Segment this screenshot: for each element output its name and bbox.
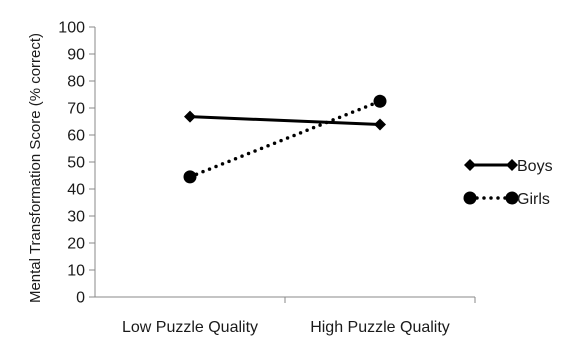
y-tick-label: 100 xyxy=(58,20,85,37)
axes xyxy=(95,27,475,303)
x-category-label: High Puzzle Quality xyxy=(310,319,450,336)
data-point-diamond xyxy=(464,159,476,171)
x-axis-labels: Low Puzzle Quality High Puzzle Quality xyxy=(122,319,450,336)
series-boys xyxy=(184,111,386,131)
data-point-diamond xyxy=(184,111,196,123)
data-point-circle xyxy=(464,192,477,205)
y-tick-label: 10 xyxy=(67,263,85,280)
legend-label: Boys xyxy=(517,158,553,175)
series-layer xyxy=(184,95,387,184)
series-line xyxy=(190,101,380,177)
data-point-circle xyxy=(184,170,197,183)
x-category-label: Low Puzzle Quality xyxy=(122,319,258,336)
y-tick-label: 40 xyxy=(67,182,85,199)
series-girls xyxy=(184,95,387,184)
y-tick-label: 30 xyxy=(67,209,85,226)
y-tick-label: 50 xyxy=(67,155,85,172)
y-tick-label: 20 xyxy=(67,236,85,253)
y-axis-ticks: 0 10 20 30 40 50 60 70 80 90 100 xyxy=(58,20,95,307)
y-axis-title: Mental Transformation Score (% correct) xyxy=(27,33,44,303)
legend-item-boys: Boys xyxy=(464,158,553,175)
data-point-circle xyxy=(374,95,387,108)
y-tick-label: 90 xyxy=(67,47,85,64)
legend-label: Girls xyxy=(517,191,550,208)
y-tick-label: 80 xyxy=(67,74,85,91)
data-point-diamond xyxy=(374,118,386,130)
legend-item-girls: Girls xyxy=(464,191,550,208)
series-line xyxy=(190,117,380,125)
legend: Boys Girls xyxy=(464,158,553,208)
y-tick-label: 0 xyxy=(76,290,85,307)
y-tick-label: 60 xyxy=(67,128,85,145)
y-tick-label: 70 xyxy=(67,101,85,118)
